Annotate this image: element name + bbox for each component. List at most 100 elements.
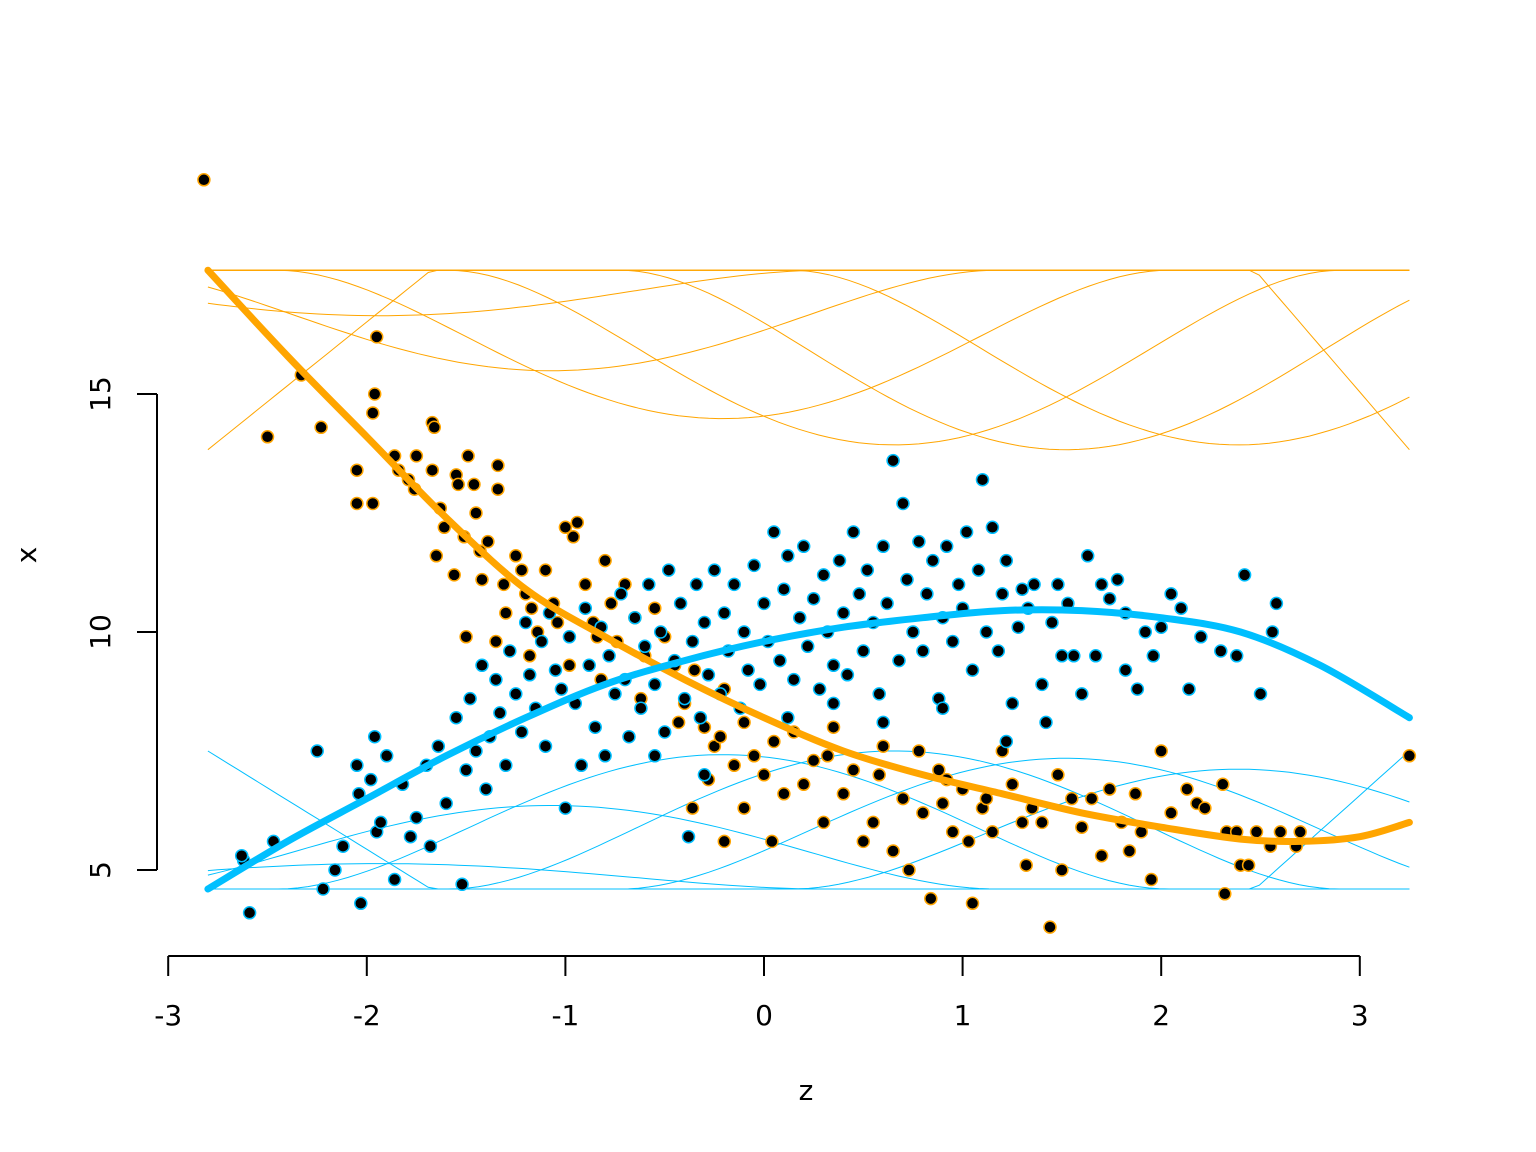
data-point <box>717 834 732 849</box>
data-point <box>1039 715 1053 730</box>
data-point <box>509 687 523 701</box>
data-point <box>1265 625 1280 639</box>
data-point <box>916 644 930 658</box>
data-point <box>767 734 781 749</box>
data-point <box>796 539 811 554</box>
data-point <box>538 563 553 577</box>
data-point <box>562 630 577 644</box>
data-point <box>806 753 821 768</box>
data-point <box>697 615 712 630</box>
data-point <box>578 601 593 615</box>
x-tick-label: 0 <box>755 999 773 1032</box>
data-point <box>876 739 890 753</box>
basis-curve <box>207 269 1410 446</box>
data-point <box>578 577 593 592</box>
data-point <box>1035 815 1049 830</box>
data-point <box>379 749 394 763</box>
data-point <box>753 677 767 692</box>
data-point <box>524 601 539 615</box>
data-point <box>499 758 513 773</box>
data-point <box>558 801 573 815</box>
data-point <box>892 653 906 668</box>
data-point <box>961 834 976 849</box>
data-point <box>409 810 424 825</box>
data-point <box>566 530 581 544</box>
data-point <box>757 768 771 782</box>
data-point <box>260 430 275 444</box>
data-point <box>1146 649 1161 663</box>
y-tick-label: 5 <box>84 861 117 879</box>
data-point <box>727 758 741 773</box>
data-point <box>920 587 934 601</box>
data-point <box>707 739 722 753</box>
data-point <box>792 610 807 625</box>
data-point <box>965 663 980 677</box>
basis-curve <box>207 269 1410 317</box>
data-point <box>971 563 986 577</box>
data-point <box>364 772 378 787</box>
data-point <box>836 606 851 620</box>
data-point <box>1138 625 1153 639</box>
data-point <box>1102 591 1117 606</box>
data-point <box>451 477 465 492</box>
data-point <box>409 449 424 463</box>
data-point <box>570 515 585 530</box>
data-point <box>598 553 612 568</box>
data-point <box>741 663 755 677</box>
data-point <box>648 601 662 615</box>
data-point <box>896 791 910 806</box>
data-point <box>1293 825 1307 839</box>
data-point <box>1182 682 1196 696</box>
data-point <box>687 663 702 677</box>
data-point <box>880 596 894 611</box>
data-point <box>935 701 950 715</box>
data-point <box>1055 863 1069 877</box>
data-point <box>777 787 791 801</box>
data-point <box>522 668 537 682</box>
data-point <box>354 896 368 911</box>
points-group <box>197 173 1417 934</box>
data-point <box>534 634 549 649</box>
data-point <box>598 749 612 763</box>
data-point <box>860 563 875 577</box>
data-point <box>975 472 990 487</box>
data-point <box>574 758 589 773</box>
basis-curve <box>207 863 1410 890</box>
data-point <box>826 658 841 673</box>
data-point <box>737 801 751 815</box>
data-point <box>423 839 438 853</box>
data-point <box>467 477 481 492</box>
data-point <box>661 563 676 577</box>
data-point <box>369 330 384 344</box>
x-tick-label: 1 <box>954 999 972 1032</box>
data-point <box>671 715 686 730</box>
data-point <box>350 758 364 773</box>
basis-curve <box>207 269 1410 372</box>
data-point <box>852 587 867 601</box>
data-point <box>1094 848 1109 863</box>
data-point <box>1005 777 1020 792</box>
data-point <box>806 591 821 606</box>
data-point <box>826 720 841 734</box>
data-point <box>1269 596 1284 611</box>
data-point <box>1005 696 1020 711</box>
data-point <box>1253 687 1268 701</box>
data-point <box>350 496 364 511</box>
data-point <box>856 644 871 658</box>
data-point <box>1122 844 1137 858</box>
data-point <box>846 525 861 539</box>
data-point <box>1043 920 1057 934</box>
data-point <box>872 768 886 782</box>
data-point <box>622 729 636 744</box>
basis-curve <box>207 805 1410 890</box>
data-point <box>437 520 452 535</box>
x-tick-label: 3 <box>1351 999 1369 1032</box>
data-point <box>1237 568 1252 582</box>
data-point <box>1051 577 1065 592</box>
data-point <box>427 420 442 435</box>
data-point <box>1214 644 1228 658</box>
data-point <box>693 710 708 725</box>
data-point <box>604 596 618 611</box>
data-point <box>509 549 523 563</box>
data-point <box>497 577 511 592</box>
